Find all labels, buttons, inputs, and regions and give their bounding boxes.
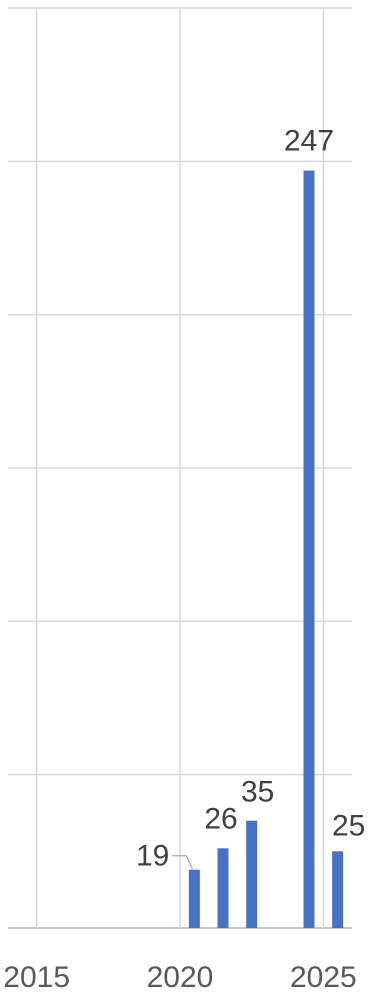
bar xyxy=(246,820,258,928)
data-label: 247 xyxy=(284,125,334,158)
x-tick-label: 2015 xyxy=(3,961,70,994)
bar xyxy=(188,869,200,928)
leader-line xyxy=(172,855,193,869)
x-tick-label: 2020 xyxy=(147,961,214,994)
gridlines xyxy=(8,7,352,929)
bar xyxy=(303,170,315,929)
data-label: 26 xyxy=(204,802,237,835)
x-axis-ticks: 2015 2020 2025 xyxy=(3,961,356,994)
bar xyxy=(332,851,344,928)
bar xyxy=(217,848,229,928)
data-label: 19 xyxy=(136,840,169,873)
bars xyxy=(188,170,344,929)
x-tick-label: 2025 xyxy=(290,961,357,994)
data-label: 25 xyxy=(332,809,365,842)
data-label: 35 xyxy=(241,776,274,809)
